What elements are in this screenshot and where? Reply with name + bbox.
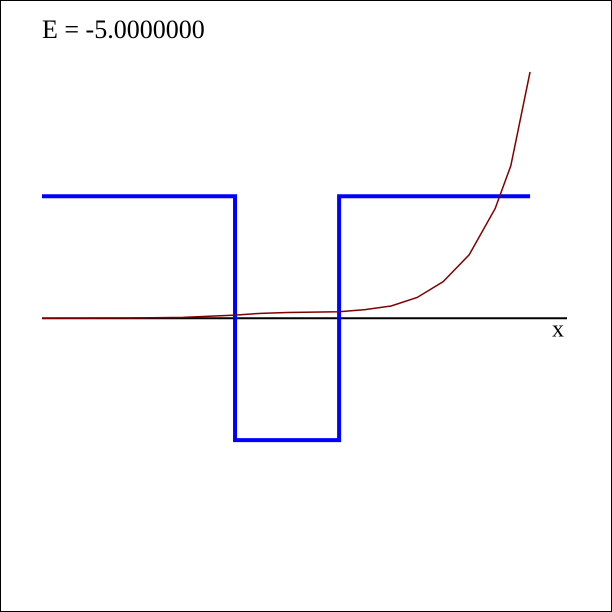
series-line bbox=[41, 71, 531, 319]
series-line bbox=[42, 194, 531, 443]
chart-title: E = -5.0000000 bbox=[42, 15, 205, 44]
x-axis-label: x bbox=[552, 317, 564, 343]
